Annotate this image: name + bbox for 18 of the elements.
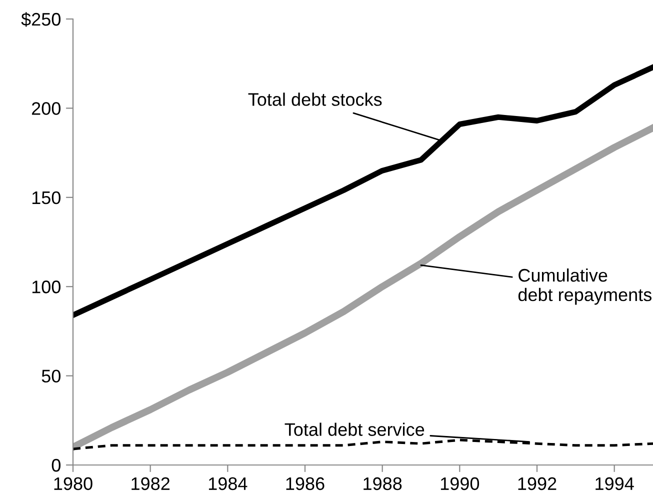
y-tick-label: 0 <box>52 458 60 472</box>
y-tick-label: 200 <box>32 102 60 115</box>
x-tick-label: 1990 <box>440 477 480 490</box>
x-tick-label: 1984 <box>208 477 248 490</box>
x-tick-label: 1988 <box>364 477 402 490</box>
x-tick-label: 1982 <box>132 477 170 490</box>
y-tick-label: 100 <box>32 280 60 294</box>
x-tick-label: 1980 <box>54 477 92 490</box>
y-tick-label: 150 <box>32 191 60 204</box>
annotation: Total debt service <box>284 422 424 436</box>
x-tick-label: 1992 <box>518 477 556 490</box>
annotation: Total debt stocks <box>248 92 382 106</box>
x-tick-label: 1994 <box>596 477 634 490</box>
line-series <box>73 438 653 450</box>
x-tick-label: 1986 <box>286 477 324 490</box>
y-tick-label: 50 <box>42 370 60 383</box>
annotation: Cumulative debt repayments <box>518 268 652 305</box>
y-tick-label: $250 <box>21 12 60 27</box>
